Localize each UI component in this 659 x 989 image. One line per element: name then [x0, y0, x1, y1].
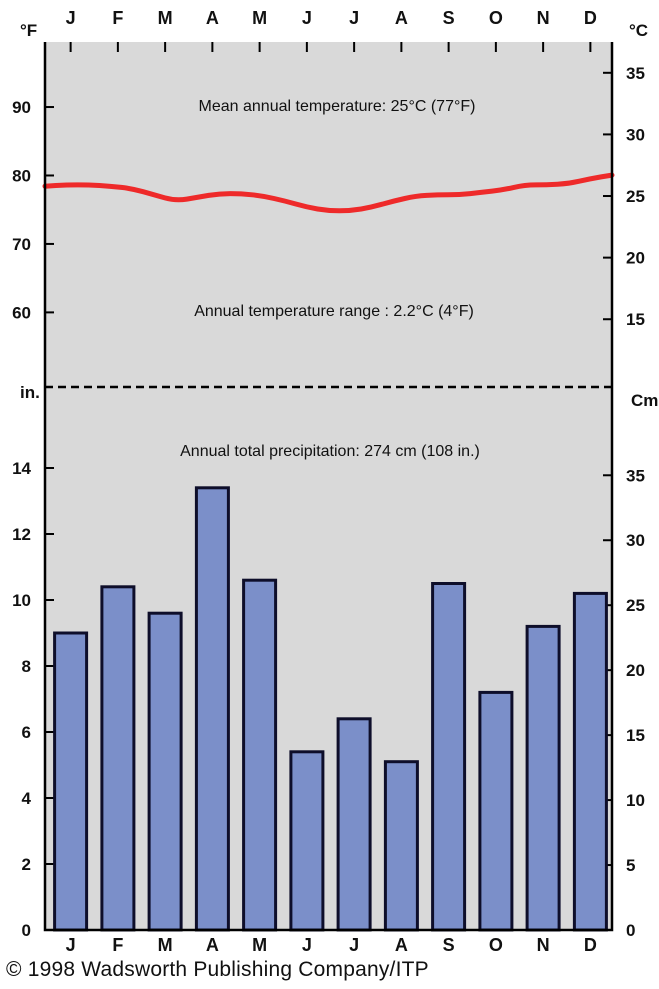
precipitation-bar: [431, 582, 467, 932]
cm-tick-label: 30: [626, 531, 645, 550]
month-label-bottom: M: [252, 935, 267, 955]
precipitation-bar: [194, 486, 230, 932]
cm-tick-label: 15: [626, 726, 645, 745]
celsius-tick-label: 15: [626, 310, 645, 329]
month-label-bottom: F: [112, 935, 123, 955]
cm-tick-label: 25: [626, 596, 645, 615]
month-label-top: O: [489, 8, 503, 28]
month-label-bottom: O: [489, 935, 503, 955]
inch-tick-label: 0: [22, 921, 31, 940]
inch-tick-label: 14: [12, 459, 31, 478]
month-label-top: A: [206, 8, 219, 28]
copyright-credit: © 1998 Wadsworth Publishing Company/ITP: [6, 958, 429, 981]
celsius-tick-label: 30: [626, 125, 645, 144]
month-label-top: S: [443, 8, 455, 28]
month-label-bottom: J: [302, 935, 312, 955]
month-label-top: A: [395, 8, 408, 28]
inch-tick-label: 2: [22, 855, 31, 874]
fahrenheit-tick-label: 90: [12, 98, 31, 117]
month-label-bottom: M: [158, 935, 173, 955]
inch-unit-label: in.: [20, 383, 40, 402]
fahrenheit-tick-label: 70: [12, 235, 31, 254]
cm-tick-label: 35: [626, 466, 645, 485]
inch-tick-label: 12: [12, 525, 31, 544]
month-label-top: D: [584, 8, 597, 28]
inch-tick-label: 10: [12, 591, 31, 610]
month-label-top: J: [66, 8, 76, 28]
centimeter-unit-label: Cm: [631, 391, 658, 410]
celsius-unit-label: °C: [629, 21, 648, 40]
precipitation-bar: [100, 585, 136, 932]
month-label-bottom: A: [206, 935, 219, 955]
temperature-line: [42, 172, 615, 214]
month-label-top: J: [349, 8, 359, 28]
month-label-top: M: [252, 8, 267, 28]
precipitation-bar: [53, 631, 89, 932]
month-label-bottom: S: [443, 935, 455, 955]
month-label-bottom: J: [66, 935, 76, 955]
precipitation-bar: [336, 717, 372, 932]
precipitation-bar: [525, 624, 561, 932]
precipitation-bar: [478, 690, 514, 932]
precipitation-bar: [147, 611, 183, 932]
plot-frame: [43, 42, 614, 932]
month-label-bottom: N: [537, 935, 550, 955]
cm-tick-label: 5: [626, 856, 635, 875]
inch-tick-label: 6: [22, 723, 31, 742]
total-precipitation-annotation: Annual total precipitation: 274 cm (108 …: [180, 443, 480, 460]
fahrenheit-unit-label: °F: [20, 21, 37, 40]
mean-temperature-annotation: Mean annual temperature: 25°C (77°F): [199, 98, 476, 115]
month-label-bottom: J: [349, 935, 359, 955]
temperature-range-annotation: Annual temperature range : 2.2°C (4°F): [194, 303, 474, 320]
precipitation-bar: [572, 591, 608, 932]
month-label-top: J: [302, 8, 312, 28]
month-label-top: N: [537, 8, 550, 28]
precipitation-bar: [383, 760, 419, 932]
cm-tick-label: 10: [626, 791, 645, 810]
month-label-top: F: [112, 8, 123, 28]
celsius-tick-label: 20: [626, 249, 645, 268]
fahrenheit-tick-label: 80: [12, 166, 31, 185]
precipitation-bar: [242, 578, 278, 932]
celsius-tick-label: 35: [626, 64, 645, 83]
month-label-top: M: [158, 8, 173, 28]
cm-tick-label: 0: [626, 921, 635, 940]
precipitation-bar: [289, 750, 325, 932]
climograph-chart: 60 70 80 90 15 20 25 30 35 0 2 4 6 8 10 12 14 0 5 10 15 20…: [12, 8, 658, 955]
month-label-bottom: A: [395, 935, 408, 955]
cm-tick-label: 20: [626, 661, 645, 680]
inch-tick-label: 4: [22, 789, 32, 808]
month-label-bottom: D: [584, 935, 597, 955]
celsius-tick-label: 25: [626, 187, 645, 206]
inch-tick-label: 8: [22, 657, 31, 676]
fahrenheit-tick-label: 60: [12, 303, 31, 322]
